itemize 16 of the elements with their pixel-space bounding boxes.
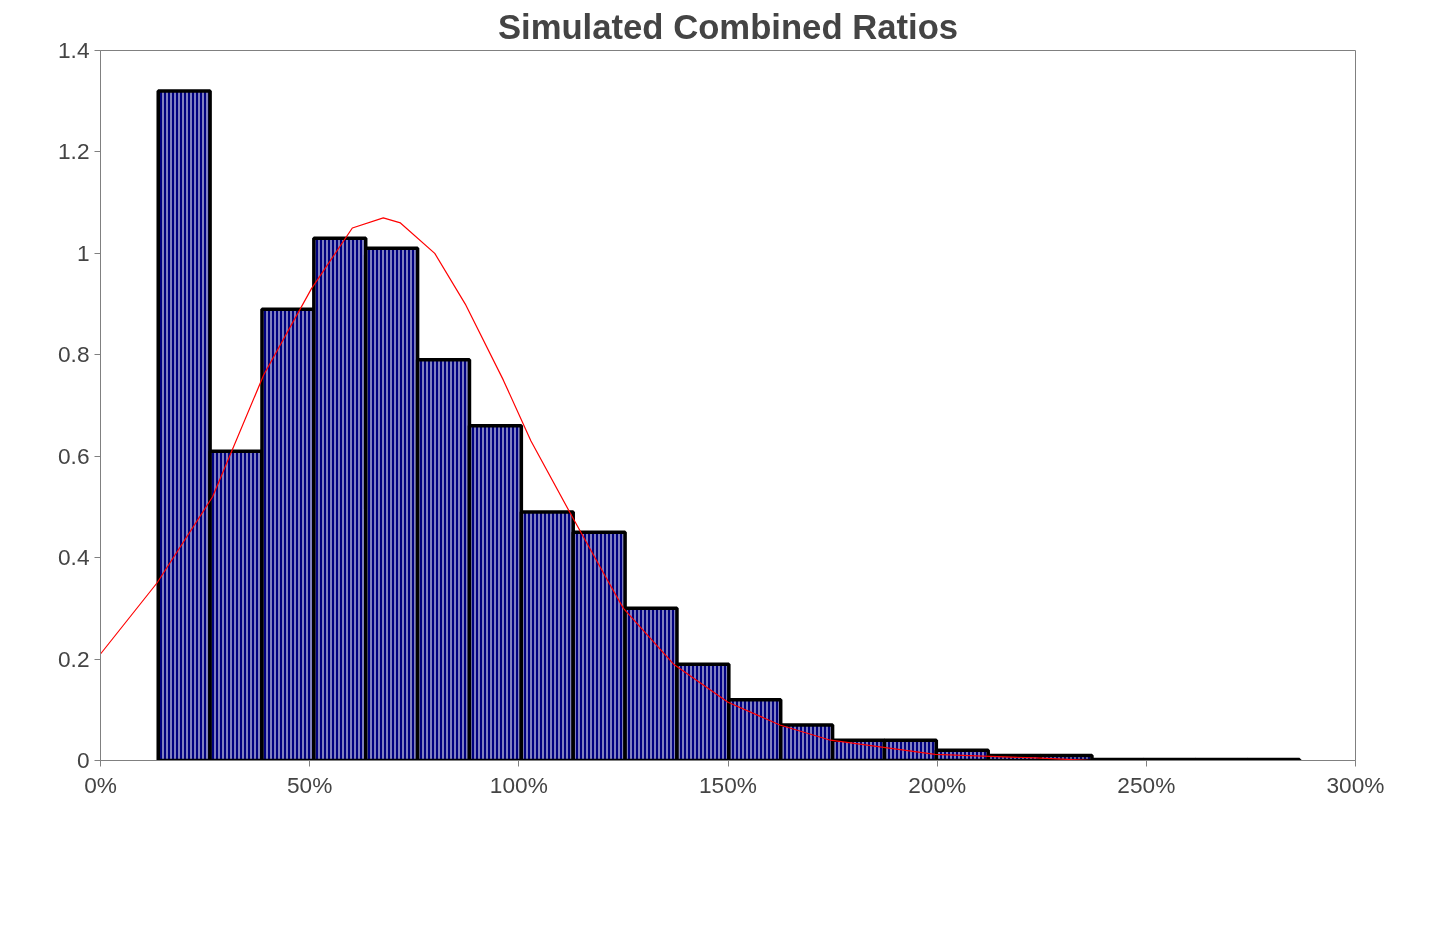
y-tick-label: 0 (76, 747, 90, 773)
y-tick-label: 1 (76, 239, 90, 266)
x-tick-label: 100% (489, 771, 548, 798)
x-tick-label: 200% (908, 771, 967, 798)
y-tick-label: 0.6 (58, 442, 90, 469)
y-tick-label: 0.8 (58, 341, 90, 368)
x-tick-label: 250% (1117, 771, 1176, 798)
y-tick-label: 1.4 (58, 37, 90, 63)
x-tick-label: 0% (84, 771, 117, 798)
y-tick-label: 1.2 (58, 138, 90, 165)
x-tick-label: 150% (699, 771, 757, 798)
x-tick-label: 300% (1326, 771, 1385, 798)
x-tick-label: 50% (286, 771, 333, 798)
y-tick-label: 0.2 (58, 645, 90, 672)
y-tick-label: 0.4 (58, 544, 90, 571)
chart-title: Simulated Combined Ratios (497, 7, 959, 46)
